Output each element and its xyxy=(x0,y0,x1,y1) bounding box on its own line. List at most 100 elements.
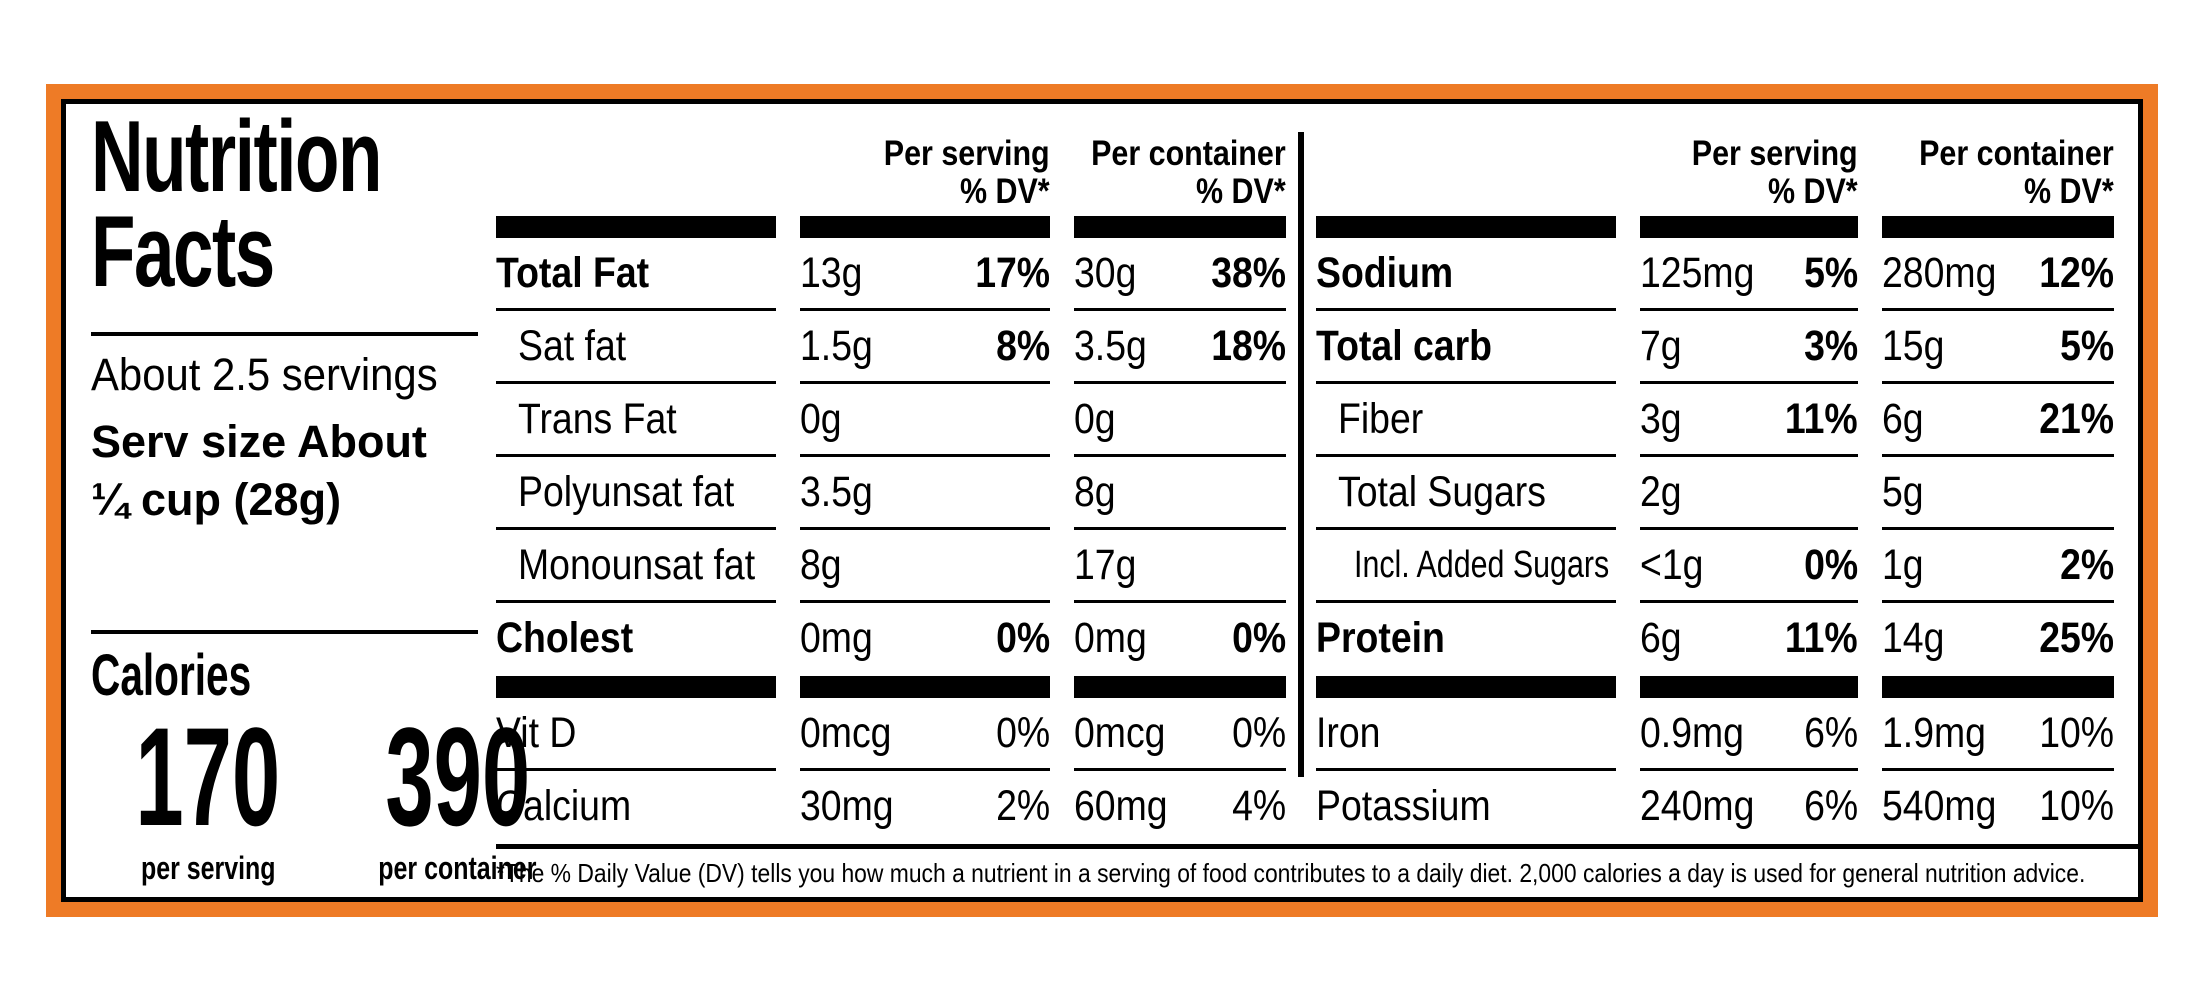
calories-per-serving-value: 170 xyxy=(135,698,281,856)
section-bar xyxy=(800,676,1050,698)
section-bar xyxy=(496,676,776,698)
row-label-total-carb: Total carb xyxy=(1316,311,1616,384)
dv-header-label: % DV* xyxy=(960,171,1050,211)
row-label-vit-d: Vit D xyxy=(496,698,776,771)
row-calcium-per-serving: 30mg 2% xyxy=(800,781,1050,830)
section-bar xyxy=(1882,216,2114,238)
row-trans-fat-per-serving: 0g xyxy=(800,384,1050,457)
per-serving-header: Per serving % DV* xyxy=(1640,104,1858,216)
row-added-sugars-per-serving: <1g 0% xyxy=(1640,530,1858,603)
nutrient-table-left: Per serving % DV* Per container % DV* To… xyxy=(496,104,1286,844)
per-container-header: Per container % DV* xyxy=(1074,104,1286,216)
row-monounsat-fat-per-serving: 8g xyxy=(800,530,1050,603)
serving-size-line2: ¼ cup (28g) xyxy=(91,474,342,526)
dv-header-label: % DV* xyxy=(2024,171,2114,211)
section-bar xyxy=(1074,216,1286,238)
section-bar xyxy=(800,216,1050,238)
dv-header-label: % DV* xyxy=(1768,171,1858,211)
per-serving-header: Per serving % DV* xyxy=(800,104,1050,216)
row-iron-per-container: 1.9mg 10% xyxy=(1882,698,2114,771)
row-label-monounsat-fat: Monounsat fat xyxy=(496,530,776,603)
row-protein-per-serving: 6g 11% xyxy=(1640,613,1858,662)
section-vertical-divider xyxy=(1298,132,1304,777)
dv-footnote: *The % Daily Value (DV) tells you how mu… xyxy=(496,844,2138,897)
section-bar xyxy=(496,216,776,238)
header-spacer xyxy=(496,104,776,216)
row-label-sodium: Sodium xyxy=(1316,238,1616,311)
calories-per-serving: 170 per serving xyxy=(91,698,325,887)
row-total-carb-per-serving: 7g 3% xyxy=(1640,311,1858,384)
per-container-header: Per container % DV* xyxy=(1882,104,2114,216)
section-bar xyxy=(1316,676,1616,698)
calories-heading: Calories xyxy=(91,643,252,709)
row-iron-per-serving: 0.9mg 6% xyxy=(1640,698,1858,771)
row-label-protein: Protein xyxy=(1316,613,1445,662)
calories-values: 170 per serving 390 per container xyxy=(91,698,536,887)
row-potassium-per-serving: 240mg 6% xyxy=(1640,781,1858,830)
row-label-calcium: Calcium xyxy=(496,781,632,830)
row-fiber-per-container: 6g 21% xyxy=(1882,384,2114,457)
serving-size-line1: Serv size About xyxy=(91,415,427,467)
servings-per-container: About 2.5 servings xyxy=(91,348,438,400)
summary-panel: Nutrition Facts About 2.5 servings Serv … xyxy=(66,101,536,897)
row-label-iron: Iron xyxy=(1316,698,1616,771)
row-added-sugars-per-container: 1g 2% xyxy=(1882,530,2114,603)
row-label-potassium: Potassium xyxy=(1316,781,1491,830)
label-inner-frame: Nutrition Facts About 2.5 servings Serv … xyxy=(61,99,2143,902)
row-label-trans-fat: Trans Fat xyxy=(496,384,776,457)
calories-per-container-value: 390 xyxy=(384,698,530,856)
section-bar xyxy=(1640,676,1858,698)
serving-size: Serv size About ¼ cup (28g) xyxy=(91,413,478,530)
row-potassium-per-container: 540mg 10% xyxy=(1882,781,2114,830)
row-polyunsat-fat-per-serving: 3.5g xyxy=(800,457,1050,530)
section-bar xyxy=(1882,676,2114,698)
row-total-sugars-per-container: 5g xyxy=(1882,457,2114,530)
row-total-carb-per-container: 15g 5% xyxy=(1882,311,2114,384)
row-sat-fat-per-container: 3.5g 18% xyxy=(1074,311,1286,384)
label-title-line1: Nutrition xyxy=(91,101,382,213)
per-serving-header-label: Per serving xyxy=(1692,134,1858,174)
row-label-total-sugars: Total Sugars xyxy=(1316,457,1616,530)
row-label-fiber: Fiber xyxy=(1316,384,1616,457)
row-cholest-per-container: 0mg 0% xyxy=(1074,613,1286,662)
section-bar xyxy=(1074,676,1286,698)
row-total-sugars-per-serving: 2g xyxy=(1640,457,1858,530)
dv-footnote-text: *The % Daily Value (DV) tells you how mu… xyxy=(496,857,2086,888)
row-total-fat-per-serving: 13g 17% xyxy=(800,238,1050,311)
row-vit-d-per-container: 0mcg 0% xyxy=(1074,698,1286,771)
per-serving-header-label: Per serving xyxy=(884,134,1050,174)
divider-rule xyxy=(91,331,478,336)
spacer xyxy=(91,530,478,630)
divider-rule xyxy=(91,630,478,635)
calories-per-container-caption: per container xyxy=(378,850,537,886)
row-label-cholest: Cholest xyxy=(496,613,634,662)
per-container-header-label: Per container xyxy=(1919,134,2114,174)
row-calcium-per-container: 60mg 4% xyxy=(1074,781,1286,830)
section-bar xyxy=(1640,216,1858,238)
row-protein-per-container: 14g 25% xyxy=(1882,613,2114,662)
section-bar xyxy=(1316,216,1616,238)
row-cholest-per-serving: 0mg 0% xyxy=(800,613,1050,662)
dv-header-label: % DV* xyxy=(1196,171,1286,211)
row-vit-d-per-serving: 0mcg 0% xyxy=(800,698,1050,771)
row-label-total-fat: Total Fat xyxy=(496,238,776,311)
row-polyunsat-fat-per-container: 8g xyxy=(1074,457,1286,530)
row-sodium-per-container: 280mg 12% xyxy=(1882,238,2114,311)
per-container-header-label: Per container xyxy=(1091,134,1286,174)
calories-per-serving-caption: per serving xyxy=(140,850,276,886)
nutrition-facts-label: Nutrition Facts About 2.5 servings Serv … xyxy=(46,84,2158,917)
row-label-added-sugars: Incl. Added Sugars xyxy=(1316,530,1616,603)
calories-per-container: 390 per container xyxy=(341,698,575,887)
row-sodium-per-serving: 125mg 5% xyxy=(1640,238,1858,311)
label-title-line2: Facts xyxy=(91,195,275,308)
row-total-fat-per-container: 30g 38% xyxy=(1074,238,1286,311)
row-monounsat-fat-per-container: 17g xyxy=(1074,530,1286,603)
row-label-sat-fat: Sat fat xyxy=(496,311,776,384)
row-trans-fat-per-container: 0g xyxy=(1074,384,1286,457)
row-fiber-per-serving: 3g 11% xyxy=(1640,384,1858,457)
row-sat-fat-per-serving: 1.5g 8% xyxy=(800,311,1050,384)
nutrient-table-right: Per serving % DV* Per container % DV* So… xyxy=(1316,104,2114,844)
header-spacer xyxy=(1316,104,1616,216)
row-label-polyunsat-fat: Polyunsat fat xyxy=(496,457,776,530)
